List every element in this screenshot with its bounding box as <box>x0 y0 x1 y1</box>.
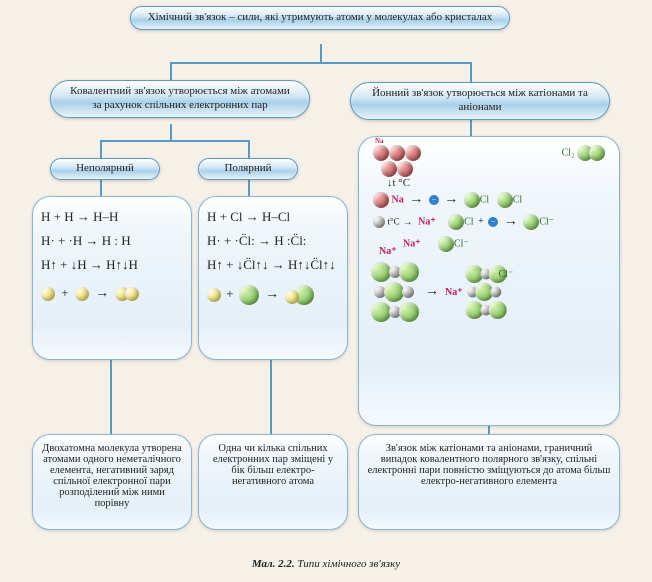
polar-desc-box: Одна чи кілька спільних електронних пар … <box>198 434 348 530</box>
atom-green-icon <box>239 285 259 305</box>
polar-atom-row: + → <box>207 277 339 309</box>
temp-arrow: ↓t °C <box>367 177 611 189</box>
ionic-diagram-box: Na Cl₂ ↓t °C Na → − → Cl Cl t°C→ Na⁺ Cl … <box>358 136 620 426</box>
ionic-step-2: t°C→ Na⁺ Cl + − → Cl⁻ <box>367 211 611 233</box>
figure-caption: Мал. 2.2. Типи хімічного зв'язку <box>0 558 652 570</box>
cl2-cluster: Cl₂ <box>562 145 605 161</box>
atom-yellow-icon <box>125 287 139 301</box>
polar-label-node: Полярний <box>198 158 298 180</box>
electron-minus-icon: − <box>488 217 498 227</box>
ionic-step-3: Na⁺ Cl⁻ <box>367 233 611 260</box>
na-atom-icon <box>381 161 397 177</box>
electron-minus-icon: − <box>429 195 439 205</box>
atom-yellow-icon <box>207 288 221 302</box>
cl-ion-icon <box>399 302 419 322</box>
root-title: Хімічний зв'язок – сили, які утримують а… <box>148 11 493 23</box>
nonpolar-label: Неполярний <box>76 162 134 174</box>
cl-minus-label: Cl⁻ <box>499 269 514 280</box>
nonpolar-desc-box: Двохатомна молекула утворена атомами одн… <box>32 434 192 530</box>
ionic-lattice-row: Na⁺ → Na⁺ Cl⁻ <box>367 260 611 324</box>
polar-desc: Одна чи кілька спільних електронних пар … <box>213 443 333 487</box>
polar-eq-3: H↑ + ↓C̈l↑↓ → H↑↓C̈l↑↓ <box>207 253 339 277</box>
nonpolar-eq-1: H + H → H–H <box>41 205 183 229</box>
cl-atom-icon <box>497 192 513 208</box>
nonpolar-equations-box: H + H → H–H H· + ·H → H : H H↑ + ↓H → H↑… <box>32 196 192 360</box>
caption-prefix: Мал. 2.2. <box>252 558 295 570</box>
nonpolar-desc: Двохатомна молекула утворена атомами одн… <box>42 443 182 509</box>
nonpolar-eq-3: H↑ + ↓H → H↑↓H <box>41 253 183 277</box>
cl-ion-icon <box>438 236 454 252</box>
atom-yellow-icon <box>41 287 55 301</box>
cl-ion-icon <box>523 214 539 230</box>
cl-atom-icon <box>589 145 605 161</box>
covalent-node: Ковалентний зв'язок утворюється між атом… <box>50 80 310 118</box>
na-atom-icon: Na <box>373 145 389 161</box>
nonpolar-label-node: Неполярний <box>50 158 160 180</box>
cl-ion-icon <box>399 262 419 282</box>
ionic-step-1: Na → − → Cl Cl <box>367 189 611 211</box>
caption-text: Типи хімічного зв'язку <box>295 558 400 570</box>
polar-eq-1: H + Cl → H–Cl <box>207 205 339 229</box>
cl-ion-icon <box>371 302 391 322</box>
na-cluster: Na <box>373 145 421 177</box>
na-ion-icon <box>402 286 414 298</box>
cl-ion-icon <box>371 262 391 282</box>
covalent-title: Ковалентний зв'язок утворюється між атом… <box>70 85 290 111</box>
na-atom-icon <box>373 192 389 208</box>
cl2-label: Cl₂ <box>562 147 575 158</box>
nonpolar-eq-2: H· + ·H → H : H <box>41 229 183 253</box>
polar-label: Полярний <box>224 162 271 174</box>
atom-yellow-icon <box>75 287 89 301</box>
cl-atom-icon <box>464 192 480 208</box>
na-atom-icon <box>389 145 405 161</box>
cl-ion-icon <box>384 282 404 302</box>
ionic-desc: Зв'язок між катіонами та аніонами, грани… <box>368 443 611 487</box>
polar-eq-2: H· + ·C̈l: → H :C̈l: <box>207 229 339 253</box>
ionic-desc-box: Зв'язок між катіонами та аніонами, грани… <box>358 434 620 530</box>
nonpolar-atom-row: + → <box>41 277 183 306</box>
na-atom-icon <box>397 161 413 177</box>
ionic-node: Йонний зв'язок утворюється між катіонами… <box>350 82 610 120</box>
na-plus-label-2: Na⁺ <box>445 287 463 298</box>
polar-equations-box: H + Cl → H–Cl H· + ·C̈l: → H :C̈l: H↑ + … <box>198 196 348 360</box>
ionic-title: Йонний зв'язок утворюється між катіонами… <box>372 87 588 113</box>
cl-atom-icon <box>448 214 464 230</box>
root-node: Хімічний зв'язок – сили, які утримують а… <box>130 6 510 30</box>
na-ion-icon <box>373 216 385 228</box>
na-atom-icon <box>405 145 421 161</box>
